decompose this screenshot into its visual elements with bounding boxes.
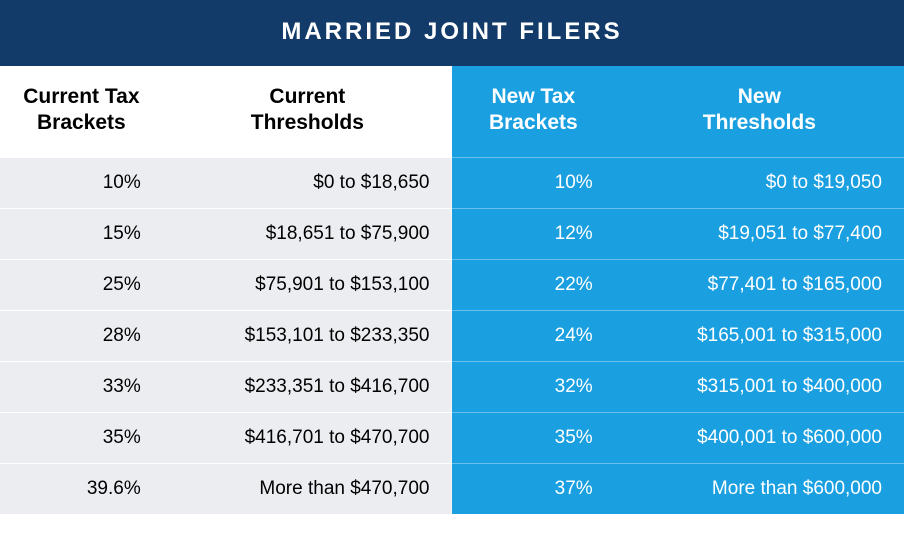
- cell-current_threshold: $0 to $18,650: [163, 157, 452, 208]
- cell-new_bracket: 37%: [452, 463, 615, 514]
- cell-current_threshold: $416,701 to $470,700: [163, 412, 452, 463]
- table-row: 28%$153,101 to $233,35024%$165,001 to $3…: [0, 310, 904, 361]
- cell-new_threshold: $0 to $19,050: [615, 157, 904, 208]
- table-title: MARRIED JOINT FILERS: [0, 0, 904, 66]
- table-row: 33%$233,351 to $416,70032%$315,001 to $4…: [0, 361, 904, 412]
- cell-current_bracket: 15%: [0, 208, 163, 259]
- cell-current_threshold: More than $470,700: [163, 463, 452, 514]
- cell-current_bracket: 10%: [0, 157, 163, 208]
- cell-new_threshold: $315,001 to $400,000: [615, 361, 904, 412]
- tax-bracket-table-container: MARRIED JOINT FILERS Current TaxBrackets…: [0, 0, 904, 514]
- cell-current_bracket: 39.6%: [0, 463, 163, 514]
- cell-new_bracket: 35%: [452, 412, 615, 463]
- cell-current_threshold: $233,351 to $416,700: [163, 361, 452, 412]
- table-header: Current TaxBrackets CurrentThresholds Ne…: [0, 66, 904, 157]
- table-row: 39.6%More than $470,70037%More than $600…: [0, 463, 904, 514]
- tax-bracket-table: Current TaxBrackets CurrentThresholds Ne…: [0, 66, 904, 514]
- cell-current_threshold: $153,101 to $233,350: [163, 310, 452, 361]
- cell-current_bracket: 33%: [0, 361, 163, 412]
- table-row: 15%$18,651 to $75,90012%$19,051 to $77,4…: [0, 208, 904, 259]
- table-row: 35%$416,701 to $470,70035%$400,001 to $6…: [0, 412, 904, 463]
- cell-new_threshold: More than $600,000: [615, 463, 904, 514]
- cell-new_threshold: $165,001 to $315,000: [615, 310, 904, 361]
- cell-current_bracket: 28%: [0, 310, 163, 361]
- cell-new_threshold: $19,051 to $77,400: [615, 208, 904, 259]
- header-new-bracket: New TaxBrackets: [452, 66, 615, 157]
- cell-new_threshold: $77,401 to $165,000: [615, 259, 904, 310]
- table-row: 10%$0 to $18,65010%$0 to $19,050: [0, 157, 904, 208]
- cell-new_threshold: $400,001 to $600,000: [615, 412, 904, 463]
- cell-new_bracket: 10%: [452, 157, 615, 208]
- cell-current_bracket: 25%: [0, 259, 163, 310]
- header-current-threshold: CurrentThresholds: [163, 66, 452, 157]
- header-current-bracket: Current TaxBrackets: [0, 66, 163, 157]
- cell-new_bracket: 32%: [452, 361, 615, 412]
- cell-new_bracket: 12%: [452, 208, 615, 259]
- cell-new_bracket: 24%: [452, 310, 615, 361]
- cell-current_threshold: $75,901 to $153,100: [163, 259, 452, 310]
- cell-current_threshold: $18,651 to $75,900: [163, 208, 452, 259]
- cell-new_bracket: 22%: [452, 259, 615, 310]
- table-body: 10%$0 to $18,65010%$0 to $19,05015%$18,6…: [0, 157, 904, 514]
- header-new-threshold: NewThresholds: [615, 66, 904, 157]
- table-row: 25%$75,901 to $153,10022%$77,401 to $165…: [0, 259, 904, 310]
- cell-current_bracket: 35%: [0, 412, 163, 463]
